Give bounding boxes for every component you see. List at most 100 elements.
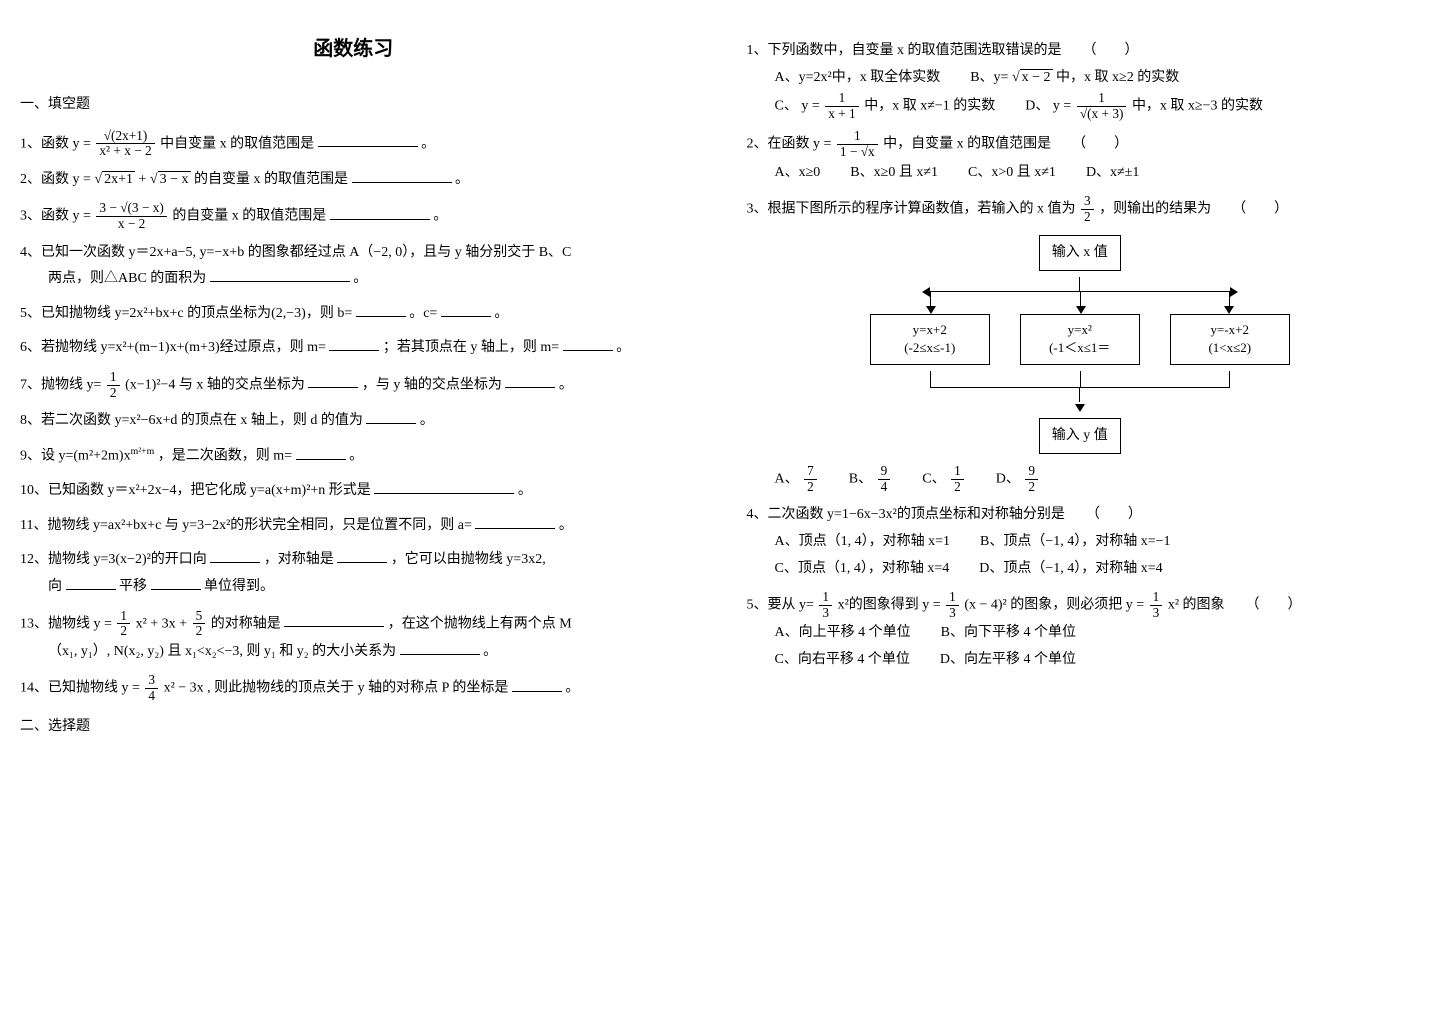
q13-blank2 [400, 641, 480, 655]
r2-n: 1 [837, 129, 878, 145]
r1-C-frac: 1 x + 1 [825, 91, 858, 121]
r3-opt-A: A、 72 [775, 464, 819, 494]
q8: 8、若二次函数 y=x²−6x+d 的顶点在 x 轴上，则 d 的值为 。 [20, 408, 687, 435]
r4: 4、二次函数 y=1−6x−3x²的顶点坐标和对称轴分别是 （ ） A、顶点（1… [747, 502, 1414, 582]
r2-text-a: 2、在函数 [747, 137, 814, 152]
q12: 12、抛物线 y=3(x−2)²的开口向 ，对称轴是 ，它可以由抛物线 y=3x… [20, 547, 687, 600]
r1-D-d: √(x + 3) [1077, 107, 1127, 122]
q13-f2d: 2 [193, 624, 206, 639]
q9-blank [296, 446, 346, 460]
q12-blank4 [151, 576, 201, 590]
flow-b3-line2: (1<x≤2) [1175, 339, 1285, 357]
flow-input-box: 输入 x 值 [1039, 235, 1121, 272]
r2-opt-B: B、x≥0 且 x≠1 [850, 160, 938, 187]
r5-f2n: 1 [946, 590, 959, 606]
q2-text-m: 的自变量 x 的取值范围是 [194, 172, 348, 187]
q2-end: 。 [455, 172, 469, 187]
r5-text-b: x²的图象得到 [838, 597, 923, 612]
q7-text-c: ，与 y 轴的交点坐标为 [362, 377, 502, 392]
r1-row1: A、y=2x²中，x 取全体实数 B、y= √x − 2 中，x 取 x≥2 的… [747, 65, 1414, 92]
r1-D-n: 1 [1077, 91, 1127, 107]
q7: 7、抛物线 y= 1 2 (x−1)²−4 与 x 轴的交点坐标为 ，与 y 轴… [20, 370, 687, 400]
r3-opts: A、 72 B、 94 C、 12 D、 92 [747, 464, 1414, 494]
r5-f1d: 3 [819, 606, 832, 621]
r3-frac: 3 2 [1081, 194, 1094, 224]
q12-blank2 [337, 549, 387, 563]
q13-f2n: 5 [193, 609, 206, 625]
q14-end: 。 [565, 681, 579, 696]
q1: 1、函数 y = √(2x+1) x² + x − 2 中自变量 x 的取值范围… [20, 129, 687, 159]
q3-text-b: 的自变量 x 的取值范围是 [172, 209, 326, 224]
q11-end: 。 [559, 518, 573, 533]
r5-opt-A: A、向上平移 4 个单位 [775, 620, 911, 647]
q12-text-f: 单位得到。 [204, 579, 274, 594]
r3-D-d: 2 [1025, 480, 1038, 495]
r1-row2: C、 y = 1 x + 1 中，x 取 x≠−1 的实数 D、 y = 1 √… [747, 91, 1414, 121]
r5-f3d: 3 [1150, 606, 1163, 621]
q8-blank [366, 410, 416, 424]
r5-frac1: 13 [819, 590, 832, 620]
q7-frac-d: 2 [107, 386, 120, 401]
r5-row1: A、向上平移 4 个单位 B、向下平移 4 个单位 [747, 620, 1414, 647]
r5-f2d: 3 [946, 606, 959, 621]
r3-D-n: 9 [1025, 464, 1038, 480]
r4-stem: 4、二次函数 y=1−6x−3x²的顶点坐标和对称轴分别是 （ ） [747, 502, 1414, 529]
flow-arrow-out [1075, 404, 1085, 412]
q7-frac-n: 1 [107, 370, 120, 386]
flow-b3-line1: y=-x+2 [1175, 321, 1285, 339]
q6: 6、若抛物线 y=x²+(m−1)x+(m+3)经过原点，则 m= ；若其顶点在… [20, 335, 687, 362]
r5-f1n: 1 [819, 590, 832, 606]
q2: 2、函数 y = √2x+1 + √3 − x 的自变量 x 的取值范围是 。 [20, 167, 687, 194]
q7-text-a: 7、抛物线 y= [20, 377, 101, 392]
q5-text-a: 5、已知抛物线 y=2x²+bx+c 的顶点坐标为(2,−3)，则 b= [20, 306, 352, 321]
q6-text-a: 6、若抛物线 y=x²+(m−1)x+(m+3)经过原点，则 m= [20, 340, 326, 355]
section-2-heading: 二、选择题 [20, 714, 687, 741]
q13-text-c: ，在这个抛物线上有两个点 M [388, 616, 572, 631]
r4-opt-D: D、顶点（−1, 4），对称轴 x=4 [979, 556, 1162, 583]
r2-opt-C: C、x>0 且 x≠1 [968, 160, 1056, 187]
q12-text-e: 平移 [119, 579, 147, 594]
r1-opt-A: A、y=2x²中，x 取全体实数 [775, 65, 941, 92]
r2-frac: 1 1 − √x [837, 129, 878, 159]
q1-text-b: 中自变量 x 的取值范围是 [160, 136, 314, 151]
q5-end: 。 [494, 306, 508, 321]
r3-fn: 3 [1081, 194, 1094, 210]
flow-vline-2 [1079, 388, 1080, 402]
r4-opt-C: C、顶点（1, 4），对称轴 x=4 [775, 556, 950, 583]
r5-opt-C: C、向右平移 4 个单位 [775, 647, 910, 674]
q9-end: 。 [349, 449, 363, 464]
r3-C-d: 2 [951, 480, 964, 495]
r3-A-a: A、 [775, 471, 799, 486]
q14-blank [512, 678, 562, 692]
r1-D-frac: 1 √(x + 3) [1077, 91, 1127, 121]
q7-blank2 [505, 374, 555, 388]
q13-frac2: 5 2 [193, 609, 206, 639]
q3-end: 。 [433, 209, 447, 224]
r1-C-a: C、 [775, 99, 798, 114]
q13-text-a: 13、抛物线 [20, 616, 94, 631]
q9-sup: m²+m [131, 446, 155, 457]
r5-frac2: 13 [946, 590, 959, 620]
r5-f3n: 1 [1150, 590, 1163, 606]
q14-text-c: , 则此抛物线的顶点关于 y 轴的对称点 P 的坐标是 [207, 681, 508, 696]
q12-blank3 [66, 576, 116, 590]
r5-opt-D: D、向左平移 4 个单位 [940, 647, 1076, 674]
q1-end: 。 [421, 136, 435, 151]
q12-text-c: ，它可以由抛物线 y=3x2, [391, 552, 546, 567]
q13-f1d: 2 [117, 624, 130, 639]
r5-text-a: 5、要从 y= [747, 597, 814, 612]
r1-opt-C: C、 y = 1 x + 1 中，x 取 x≠−1 的实数 [775, 91, 996, 121]
q13: 13、抛物线 y = 1 2 x² + 3x + 5 2 的对称轴是 ，在这个抛… [20, 609, 687, 666]
q1-num: √(2x+1) [96, 129, 154, 145]
flow-output-box: 输入 y 值 [1039, 418, 1121, 455]
q1-fraction: √(2x+1) x² + x − 2 [96, 129, 154, 159]
q13-f1n: 1 [117, 609, 130, 625]
r1-C-d: x + 1 [825, 107, 858, 122]
q1-text-a: 1、函数 [20, 136, 73, 151]
q12-blank1 [210, 549, 260, 563]
r3-text-a: 3、根据下图所示的程序计算函数值，若输入的 x 值为 [747, 202, 1076, 217]
flow-b1-line2: (-2≤x≤-1) [875, 339, 985, 357]
q9-text-a: 9、设 y=(m²+2m)x [20, 449, 131, 464]
flow-box-3: y=-x+2 (1<x≤2) [1170, 314, 1290, 364]
flow-merge [930, 371, 1230, 387]
